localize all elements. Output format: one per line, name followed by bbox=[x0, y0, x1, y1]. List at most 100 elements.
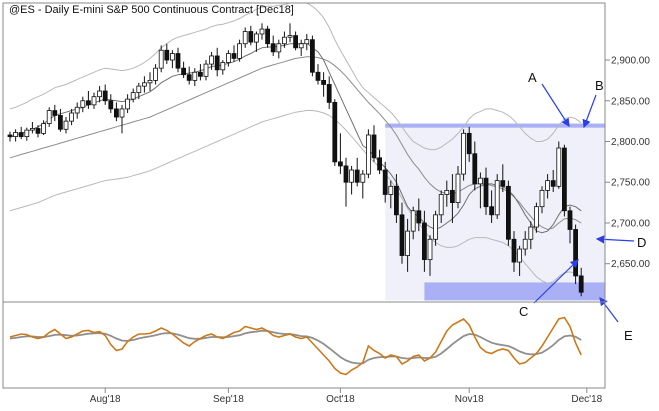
candle-body bbox=[97, 90, 102, 98]
annotation-label-e: E bbox=[624, 328, 633, 343]
candle-body bbox=[309, 39, 315, 73]
candle-body bbox=[449, 189, 455, 204]
candle-body bbox=[225, 53, 231, 63]
candle-body bbox=[405, 230, 411, 256]
y-axis: 2,650.00 2,700.00 2,750.00 2,800.00 2,850.00… bbox=[605, 56, 650, 270]
candle-body bbox=[220, 62, 226, 71]
candle-body bbox=[573, 229, 578, 277]
x-axis: Aug'18 Sep'18 Oct'18 Nov18 Dec'18 bbox=[90, 388, 603, 405]
candle-body bbox=[197, 71, 203, 77]
candle-body bbox=[444, 189, 450, 195]
candle-body bbox=[41, 123, 46, 134]
candle-body bbox=[153, 67, 159, 81]
annotations-layer: A B C D E bbox=[519, 70, 646, 343]
candle-body bbox=[528, 226, 534, 240]
candle-body bbox=[130, 92, 136, 100]
candle-body bbox=[410, 210, 416, 232]
candle-body bbox=[231, 53, 237, 59]
candle-body bbox=[209, 55, 215, 65]
candle-body bbox=[343, 165, 349, 183]
candle-body bbox=[455, 173, 461, 204]
candle-body bbox=[562, 147, 567, 212]
candle-body bbox=[91, 96, 97, 106]
candle-body bbox=[332, 101, 338, 163]
candle-body bbox=[578, 275, 584, 293]
x-tick-label: Dec'18 bbox=[571, 394, 602, 405]
candle-body bbox=[500, 180, 506, 187]
candle-body bbox=[169, 53, 175, 61]
candle-body bbox=[86, 100, 91, 106]
candle-body bbox=[550, 180, 556, 187]
candle-body bbox=[108, 100, 114, 110]
candle-body bbox=[293, 35, 299, 49]
candle-body bbox=[35, 128, 41, 134]
annotation-label-a: A bbox=[528, 70, 537, 85]
oscillator-fast-line bbox=[9, 316, 582, 376]
x-tick-label: Nov18 bbox=[455, 394, 484, 405]
candle-body bbox=[472, 153, 478, 185]
candle-body bbox=[567, 210, 573, 230]
candle-body bbox=[427, 238, 433, 261]
candle-body bbox=[388, 185, 394, 195]
y-tick-label: 2,850.00 bbox=[611, 96, 650, 107]
candle-body bbox=[505, 185, 511, 240]
candle-body bbox=[102, 90, 108, 102]
annotation-label-d: D bbox=[637, 235, 646, 250]
candle-body bbox=[382, 169, 388, 195]
candle-body bbox=[315, 71, 321, 81]
candle-body bbox=[337, 161, 343, 167]
candle-body bbox=[46, 110, 52, 124]
candle-body bbox=[248, 31, 254, 43]
x-tick-label: Sep'18 bbox=[213, 394, 244, 405]
y-tick-label: 2,750.00 bbox=[611, 178, 650, 189]
candle-body bbox=[433, 214, 439, 240]
candle-body bbox=[24, 129, 30, 138]
candle-body bbox=[461, 132, 467, 175]
candle-body bbox=[489, 206, 495, 216]
chart-title: @ES - Daily E-mini S&P 500 Continuous Co… bbox=[9, 4, 294, 16]
candle-body bbox=[141, 82, 147, 87]
annotation-arrow-a bbox=[541, 83, 570, 128]
candle-body bbox=[349, 169, 355, 183]
candle-body bbox=[242, 31, 248, 45]
annotation-label-b: B bbox=[595, 78, 604, 93]
candle-body bbox=[58, 115, 63, 130]
range-bottom-bar bbox=[424, 282, 605, 301]
candle-body bbox=[371, 134, 377, 159]
y-tick-label: 2,900.00 bbox=[611, 56, 650, 67]
candle-body bbox=[511, 238, 517, 263]
candle-body bbox=[522, 238, 528, 250]
candle-body bbox=[281, 36, 287, 45]
candle-body bbox=[253, 33, 259, 43]
candle-body bbox=[214, 55, 220, 71]
candle-body bbox=[13, 132, 19, 138]
x-tick-label: Oct'18 bbox=[326, 394, 355, 405]
candle-body bbox=[399, 214, 405, 256]
candle-body bbox=[276, 43, 282, 53]
candle-body bbox=[556, 147, 562, 187]
candle-body bbox=[136, 85, 142, 94]
candle-body bbox=[416, 210, 422, 224]
candle-body bbox=[483, 177, 489, 208]
candle-body bbox=[186, 74, 192, 81]
candle-body bbox=[270, 43, 276, 53]
candle-body bbox=[534, 206, 539, 228]
candle-body bbox=[18, 132, 24, 138]
candle-body bbox=[393, 185, 399, 216]
x-tick-label: Aug'18 bbox=[90, 394, 121, 405]
candle-body bbox=[438, 194, 444, 216]
annotation-label-c: C bbox=[519, 304, 528, 319]
oscillator-layer bbox=[9, 316, 582, 376]
candle-body bbox=[539, 189, 545, 208]
y-tick-label: 2,650.00 bbox=[611, 259, 650, 270]
candle-body bbox=[265, 28, 271, 45]
candle-body bbox=[321, 79, 327, 85]
candle-body bbox=[517, 248, 522, 263]
candle-body bbox=[466, 132, 472, 155]
annotation-arrow-b bbox=[582, 94, 597, 129]
candle-body bbox=[63, 120, 69, 130]
candle-body bbox=[298, 43, 304, 49]
candle-body bbox=[192, 71, 198, 81]
